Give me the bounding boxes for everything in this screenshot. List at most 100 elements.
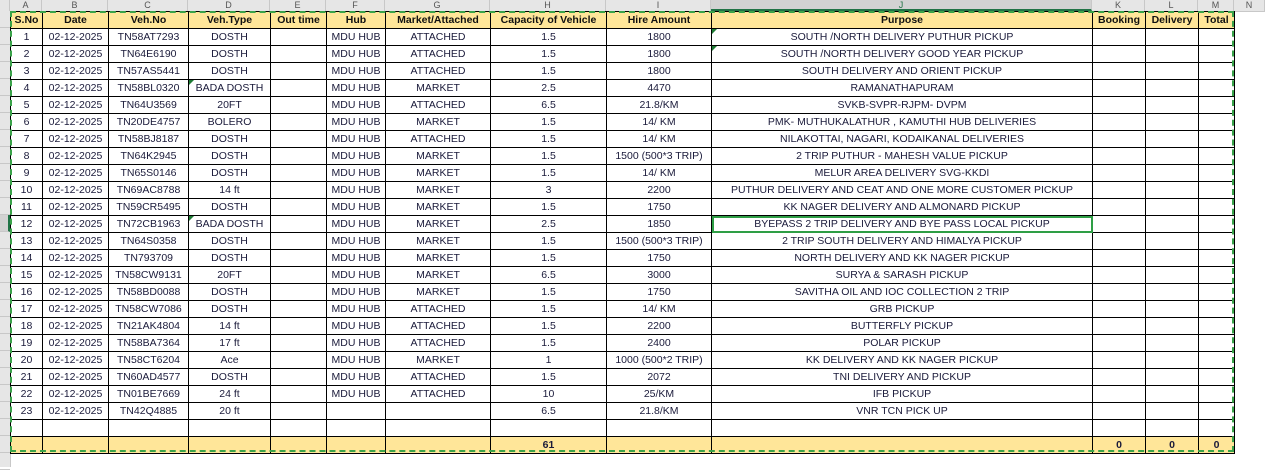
row-header[interactable]	[0, 368, 10, 385]
cell-D[interactable]: DOSTH	[188, 62, 271, 80]
cell-B[interactable]: 02-12-2025	[42, 96, 109, 114]
cell-G[interactable]: MARKET	[385, 147, 491, 165]
cell-H[interactable]: Capacity of Vehicle	[490, 11, 607, 29]
row-header[interactable]	[0, 11, 10, 28]
cell-D[interactable]: BOLERO	[188, 113, 271, 131]
cell-C[interactable]: TN64U3569	[108, 96, 189, 114]
cell-C[interactable]: TN58CT6204	[108, 351, 189, 369]
cell-B[interactable]: 02-12-2025	[42, 351, 109, 369]
cell-G[interactable]: ATTACHED	[385, 96, 491, 114]
cell-M[interactable]	[1198, 351, 1235, 369]
cell-A[interactable]: 11	[10, 198, 43, 216]
cell-F[interactable]: MDU HUB	[326, 232, 386, 250]
cell-M[interactable]	[1198, 266, 1235, 284]
cell-D[interactable]: DOSTH	[188, 300, 271, 318]
cell-I[interactable]: Hire Amount	[606, 11, 712, 29]
column-header-E[interactable]: E	[270, 0, 326, 11]
cell-K[interactable]: 0	[1092, 436, 1146, 454]
cell-L[interactable]	[1145, 113, 1199, 131]
cell-F[interactable]: MDU HUB	[326, 198, 386, 216]
column-header-K[interactable]: K	[1092, 0, 1145, 11]
cell-M[interactable]	[1198, 300, 1235, 318]
cell-F[interactable]: MDU HUB	[326, 28, 386, 46]
row-header[interactable]	[0, 300, 10, 317]
row-header[interactable]	[0, 334, 10, 351]
cell-F[interactable]: MDU HUB	[326, 334, 386, 352]
cell-L[interactable]	[1145, 283, 1199, 301]
cell-D[interactable]: DOSTH	[188, 130, 271, 148]
cell-M[interactable]: Total	[1198, 11, 1235, 29]
cell-B[interactable]: 02-12-2025	[42, 266, 109, 284]
cell-H[interactable]: 2.5	[490, 79, 607, 97]
cell-E[interactable]	[270, 164, 327, 182]
cell-D[interactable]: 14 ft	[188, 181, 271, 199]
row-header[interactable]	[0, 385, 10, 402]
cell-L[interactable]	[1145, 385, 1199, 403]
cell-J[interactable]: SOUTH /NORTH DELIVERY PUTHUR PICKUP	[711, 28, 1093, 46]
cell-M[interactable]	[1198, 79, 1235, 97]
cell-G[interactable]: Market/Attached	[385, 11, 491, 29]
cell-M[interactable]	[1198, 130, 1235, 148]
cell-I[interactable]: 1750	[606, 198, 712, 216]
cell-F[interactable]: MDU HUB	[326, 45, 386, 63]
cell-J[interactable]: BUTTERFLY PICKUP	[711, 317, 1093, 335]
column-header-C[interactable]: C	[108, 0, 188, 11]
cell-K[interactable]	[1092, 130, 1146, 148]
cell-K[interactable]	[1092, 79, 1146, 97]
cell-L[interactable]	[1145, 334, 1199, 352]
cell-A[interactable]: 14	[10, 249, 43, 267]
cell-H[interactable]: 1.5	[490, 198, 607, 216]
cell-H[interactable]: 1.5	[490, 249, 607, 267]
cell-D[interactable]: DOSTH	[188, 147, 271, 165]
cell-J[interactable]: KK DELIVERY AND KK NAGER PICKUP	[711, 351, 1093, 369]
cell-K[interactable]	[1092, 351, 1146, 369]
cell-I[interactable]: 14/ KM	[606, 300, 712, 318]
cell-E[interactable]	[270, 62, 327, 80]
cell-M[interactable]	[1198, 317, 1235, 335]
cell-B[interactable]: 02-12-2025	[42, 28, 109, 46]
cell-A[interactable]: 6	[10, 113, 43, 131]
cell-B[interactable]	[42, 436, 109, 454]
cell-B[interactable]: 02-12-2025	[42, 283, 109, 301]
row-header[interactable]	[0, 45, 10, 62]
row-header[interactable]	[0, 419, 10, 436]
cell-D[interactable]: 20FT	[188, 96, 271, 114]
cell-K[interactable]	[1092, 215, 1146, 233]
cell-G[interactable]: MARKET	[385, 113, 491, 131]
cell-K[interactable]	[1092, 419, 1146, 437]
cell-A[interactable]: 1	[10, 28, 43, 46]
cell-B[interactable]: 02-12-2025	[42, 113, 109, 131]
cell-L[interactable]	[1145, 317, 1199, 335]
cell-H[interactable]: 1.5	[490, 113, 607, 131]
cell-G[interactable]: MARKET	[385, 283, 491, 301]
cell-M[interactable]	[1198, 283, 1235, 301]
cell-B[interactable]: 02-12-2025	[42, 79, 109, 97]
cell-C[interactable]: TN69AC8788	[108, 181, 189, 199]
cell-K[interactable]	[1092, 300, 1146, 318]
cell-A[interactable]: 10	[10, 181, 43, 199]
cell-L[interactable]	[1145, 181, 1199, 199]
cell-M[interactable]	[1198, 385, 1235, 403]
cell-E[interactable]: Out time	[270, 11, 327, 29]
cell-M[interactable]	[1198, 249, 1235, 267]
cell-C[interactable]: TN64K2945	[108, 147, 189, 165]
cell-C[interactable]: TN42Q4885	[108, 402, 189, 420]
cell-A[interactable]: S.No	[10, 11, 43, 29]
cell-L[interactable]	[1145, 300, 1199, 318]
cell-E[interactable]	[270, 215, 327, 233]
cell-L[interactable]	[1145, 249, 1199, 267]
cell-H[interactable]: 1.5	[490, 368, 607, 386]
cell-A[interactable]: 15	[10, 266, 43, 284]
cell-I[interactable]: 2200	[606, 181, 712, 199]
cell-A[interactable]: 5	[10, 96, 43, 114]
row-header[interactable]	[0, 249, 10, 266]
cell-A[interactable]: 21	[10, 368, 43, 386]
cell-L[interactable]	[1145, 351, 1199, 369]
row-header[interactable]	[0, 79, 10, 96]
cell-H[interactable]: 10	[490, 385, 607, 403]
cell-M[interactable]	[1198, 96, 1235, 114]
cell-A[interactable]: 17	[10, 300, 43, 318]
cell-M[interactable]	[1198, 402, 1235, 420]
cell-C[interactable]: TN72CB1963	[108, 215, 189, 233]
cell-L[interactable]	[1145, 28, 1199, 46]
